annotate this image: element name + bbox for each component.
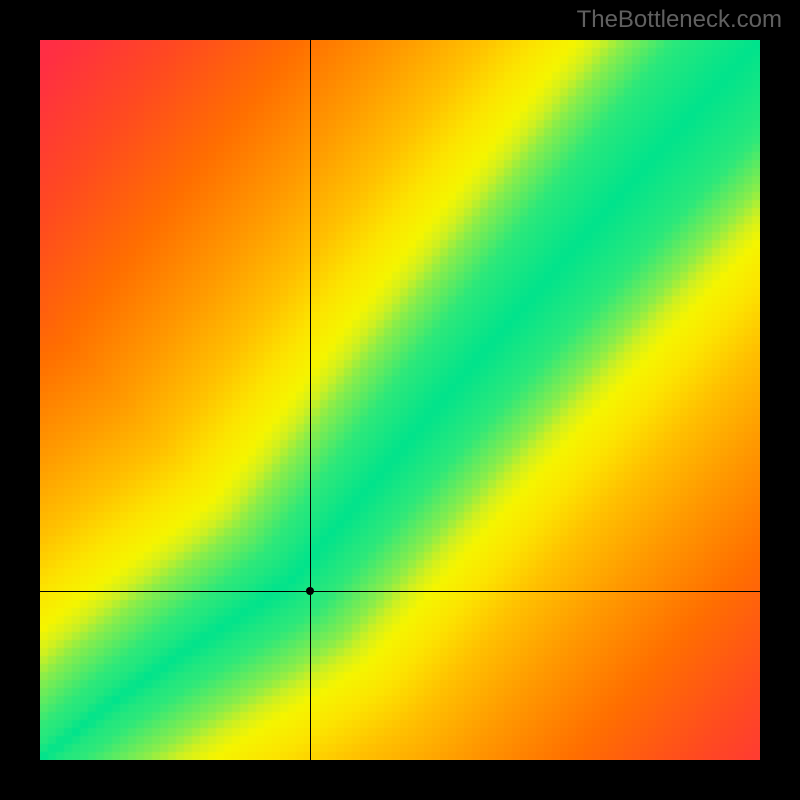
watermark-text: TheBottleneck.com [577, 6, 782, 34]
crosshair-vertical [310, 40, 311, 760]
heatmap-canvas [40, 40, 760, 760]
marker-dot [306, 587, 314, 595]
crosshair-horizontal [40, 591, 760, 592]
heatmap-plot [40, 40, 760, 760]
